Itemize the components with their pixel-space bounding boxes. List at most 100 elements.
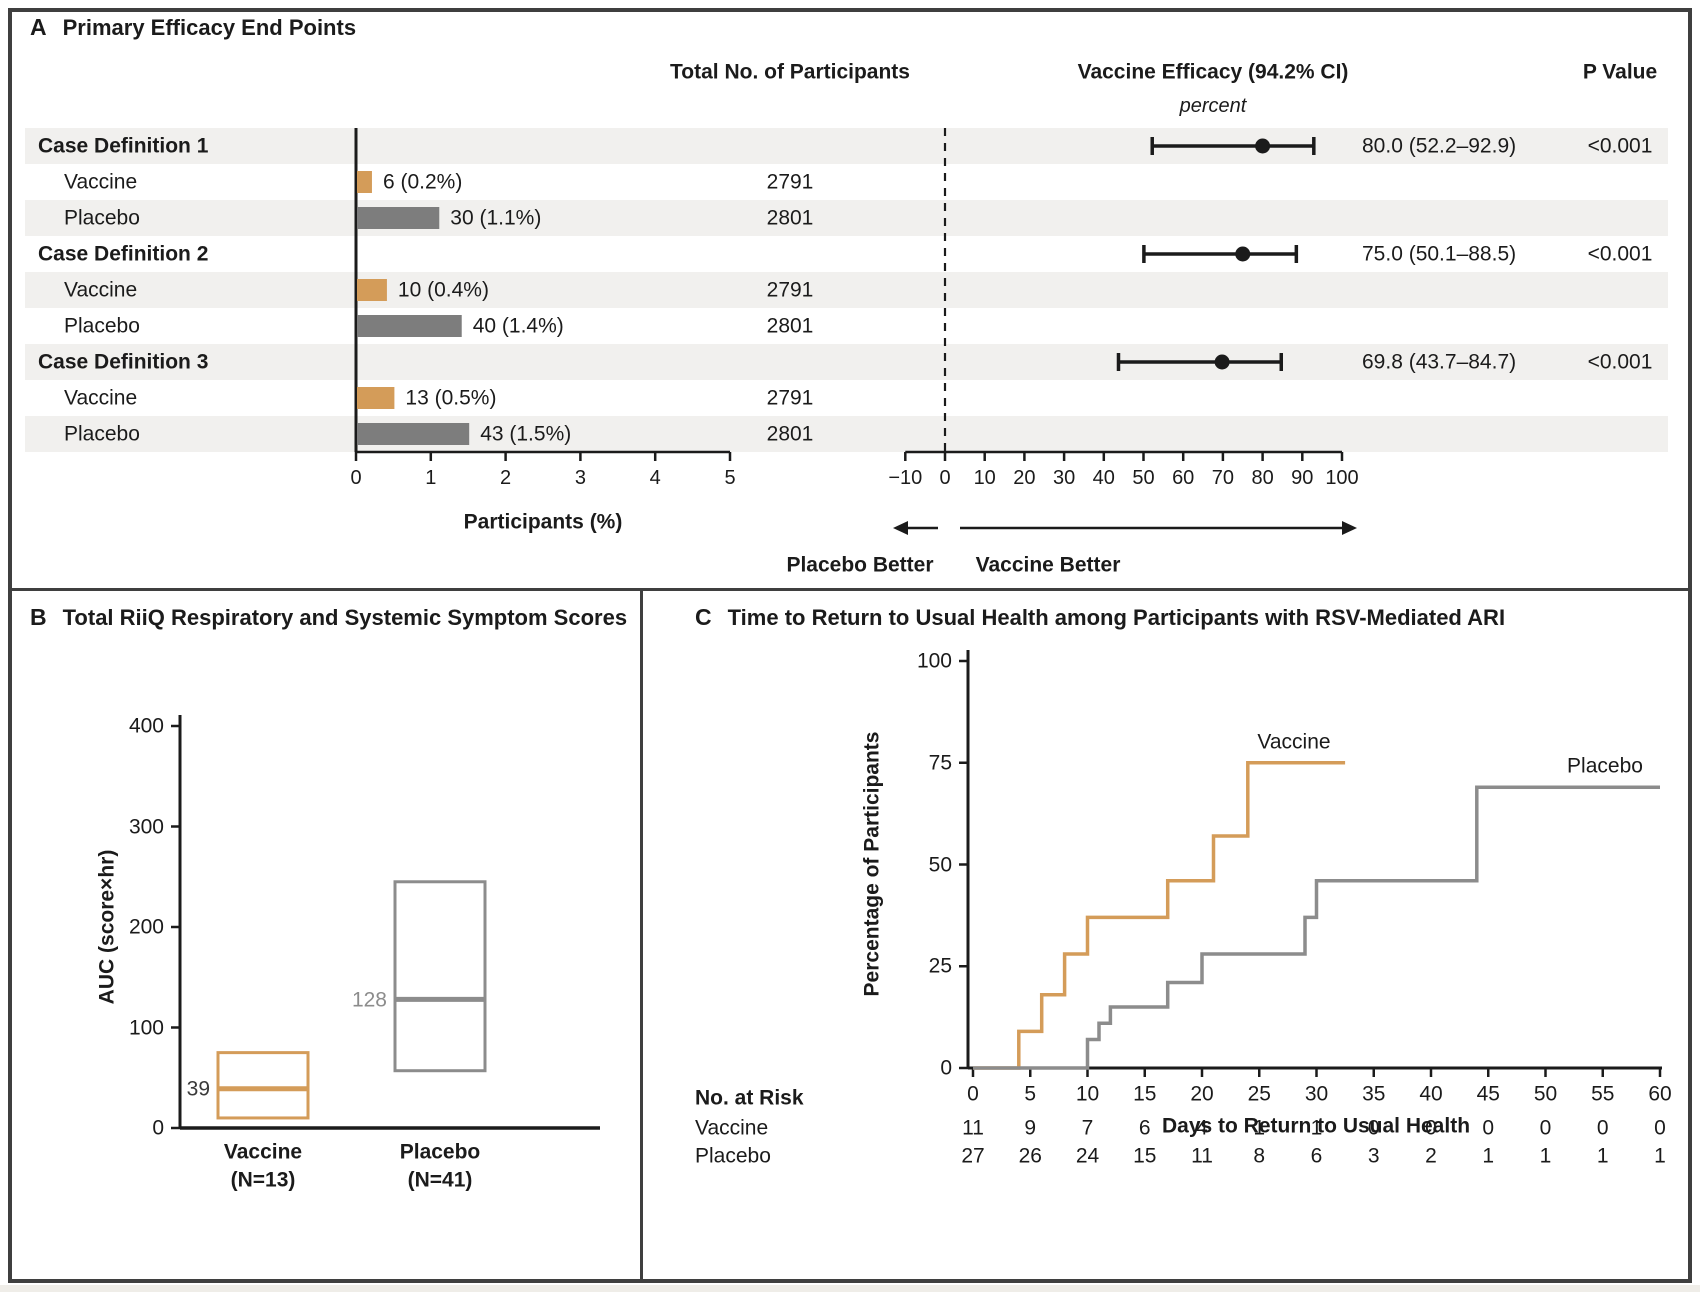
panel-c-x-tick-label: 0: [967, 1082, 979, 1106]
figure-border-bottom: [8, 1279, 1692, 1283]
risk-row-name-vaccine: Vaccine: [695, 1116, 769, 1140]
arm-label: Vaccine: [64, 170, 138, 194]
panel-a-letter: A: [30, 14, 47, 40]
bar-axis-tick-label: 0: [350, 467, 362, 489]
case-definition-label: Case Definition 1: [38, 134, 209, 158]
column-header-efficacy: Vaccine Efficacy (94.2% CI): [1077, 60, 1349, 84]
bar-axis-tick-label: 1: [425, 467, 437, 489]
panel-c-x-tick-label: 15: [1133, 1082, 1157, 1106]
risk-value-vaccine: 11: [962, 1116, 984, 1140]
panel-c-letter: C: [695, 604, 712, 630]
forest-axis-tick-label: 100: [1325, 467, 1359, 489]
figure-border-right: [1688, 8, 1692, 1283]
ci-point-estimate: [1214, 354, 1230, 370]
vaccine-better-arrow-head: [1342, 521, 1357, 535]
box-placebo: [393, 880, 487, 1073]
panel-a-title: A Primary Efficacy End Points: [30, 14, 357, 40]
km-series-label-placebo: Placebo: [1567, 754, 1643, 778]
placebo-better-arrow-head: [893, 521, 908, 535]
risk-value-placebo: 27: [961, 1144, 985, 1168]
efficacy-value: 69.8 (43.7–84.7): [1362, 350, 1517, 374]
panel-c-x-tick-label: 30: [1304, 1082, 1329, 1106]
forest-axis-tick-label: 90: [1291, 467, 1314, 489]
km-curve-placebo: [973, 785, 1660, 1070]
placebo-better-label: Placebo Better: [786, 553, 934, 577]
bar-axis-tick-label: 2: [500, 467, 512, 489]
total-participants: 2791: [766, 278, 814, 302]
risk-value-placebo: 24: [1075, 1144, 1100, 1168]
p-value: <0.001: [1587, 242, 1653, 266]
row-band: [25, 200, 1668, 236]
bar-value-label: 6 (0.2%): [382, 170, 463, 194]
panel-c-x-tick-label: 60: [1648, 1082, 1672, 1106]
ci-point-estimate: [1235, 246, 1251, 262]
row-band: [25, 128, 1668, 164]
bar-axis-tick-label: 5: [724, 467, 736, 489]
panel-b-title: B Total RiiQ Respiratory and Systemic Sym…: [30, 604, 628, 630]
arm-label: Placebo: [64, 314, 140, 338]
forest-axis-tick-label: 50: [1132, 467, 1155, 489]
bar-value-label: 30 (1.1%): [450, 206, 542, 230]
figure-border-top: [8, 8, 1692, 12]
vaccine-median-value: 39: [186, 1077, 210, 1101]
forest-axis-tick-label: 80: [1251, 467, 1274, 489]
arm-label: Vaccine: [64, 386, 138, 410]
panel-c-x-tick-label: 55: [1591, 1082, 1615, 1106]
panel-b-y-axis-label: AUC (score×hr): [95, 849, 119, 1005]
panel-b-letter: B: [30, 604, 47, 630]
forest-axis-tick-label: −10: [888, 467, 923, 489]
total-participants: 2791: [766, 170, 814, 194]
risk-table-title: No. at Risk: [695, 1086, 804, 1110]
risk-value-vaccine: 0: [1425, 1116, 1437, 1140]
risk-value-placebo: 11: [1191, 1144, 1213, 1168]
panel-c-y-tick-label: 75: [928, 751, 952, 775]
panel-c-title: C Time to Return to Usual Health among Pa…: [695, 604, 1506, 630]
box-category-vaccine-n: (N=13): [230, 1168, 296, 1192]
bar-value-label: 40 (1.4%): [472, 314, 564, 338]
bar-value-label: 13 (0.5%): [405, 386, 497, 410]
forest-axis-tick-label: 10: [973, 467, 996, 489]
risk-value-placebo: 1: [1482, 1144, 1495, 1168]
panel-b-y-tick-label: 100: [128, 1016, 164, 1039]
bar-axis-tick-label: 3: [574, 467, 586, 489]
bar-value-label: 10 (0.4%): [397, 278, 489, 302]
risk-value-placebo: 1: [1539, 1144, 1552, 1168]
panel-c-x-tick-label: 45: [1476, 1082, 1500, 1106]
risk-value-placebo: 8: [1253, 1144, 1266, 1168]
risk-value-vaccine: 7: [1081, 1116, 1094, 1140]
risk-value-vaccine: 4: [1196, 1116, 1208, 1140]
panel-c-x-axis-label: Days to Return to Usual Health: [1161, 1114, 1471, 1138]
forest-axis-tick-label: 30: [1052, 467, 1076, 489]
row-band: [25, 344, 1668, 380]
panel-c-y-axis-label: Percentage of Participants: [860, 731, 884, 997]
box-category-placebo: Placebo: [399, 1140, 481, 1164]
risk-value-vaccine: 0: [1654, 1116, 1666, 1140]
p-value: <0.001: [1587, 350, 1653, 374]
panel-c-x-tick-label: 25: [1247, 1082, 1271, 1106]
panel-c-x-tick-label: 5: [1024, 1082, 1037, 1106]
panel-c-y-tick-label: 100: [916, 649, 952, 673]
forest-axis-tick-label: 20: [1013, 467, 1036, 489]
bar-axis-tick-label: 4: [649, 467, 661, 489]
box-category-vaccine: Vaccine: [223, 1140, 303, 1164]
forest-axis-tick-label: 0: [939, 467, 951, 489]
panel-divider-horizontal: [8, 588, 1692, 591]
panel-c-y-tick-label: 50: [928, 853, 952, 876]
risk-value-vaccine: 6: [1138, 1116, 1151, 1140]
panel-c-y-tick-label: 0: [940, 1056, 952, 1080]
row-band: [25, 416, 1668, 452]
km-series-label-vaccine: Vaccine: [1257, 730, 1331, 754]
panel-b-y-tick-label: 400: [128, 714, 164, 738]
panel-c-x-tick-label: 10: [1075, 1082, 1100, 1106]
box-vaccine: [216, 1051, 310, 1120]
arm-bar: [357, 279, 387, 301]
efficacy-value: 75.0 (50.1–88.5): [1362, 242, 1517, 266]
case-definition-label: Case Definition 3: [38, 350, 209, 374]
risk-value-placebo: 1: [1654, 1144, 1666, 1168]
column-header-pvalue: P Value: [1582, 60, 1658, 84]
row-band: [25, 272, 1668, 308]
placebo-median-value: 128: [351, 988, 387, 1012]
